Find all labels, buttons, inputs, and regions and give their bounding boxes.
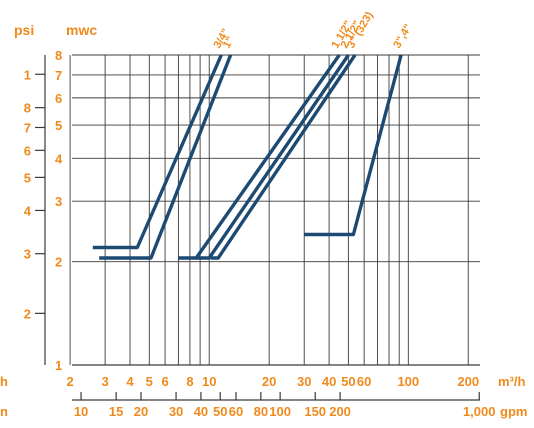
gpm-tick-label: 50 xyxy=(213,404,227,419)
psi-axis-title: psi xyxy=(14,22,34,38)
m3h-axis-title: m³/h xyxy=(498,374,526,389)
series-line xyxy=(210,54,357,260)
gpm-tick-label: 20 xyxy=(134,404,148,419)
gpm-tick-label: 15 xyxy=(109,404,123,419)
mwc-tick-label: 1 xyxy=(55,358,62,373)
gpm-axis-title: gpm xyxy=(500,404,527,419)
series-line xyxy=(195,54,350,260)
mwc-tick-label: 5 xyxy=(55,118,62,133)
m3h-tick-label: 3 xyxy=(102,374,109,389)
psi-tick-label: 3 xyxy=(24,247,31,262)
gpm-tick-label: 10 xyxy=(74,404,88,419)
m3h-tick-label: 40 xyxy=(322,374,336,389)
mwc-tick-label: 4 xyxy=(55,151,63,166)
series-line xyxy=(92,54,223,250)
series-label: 1" xyxy=(221,35,237,51)
psi-tick-label: 5 xyxy=(24,170,31,185)
series-line xyxy=(178,54,341,260)
gpm-tick-label: 40 xyxy=(194,404,208,419)
gpm-tick-label: 200 xyxy=(329,404,351,419)
mwc-tick-label: 6 xyxy=(55,91,62,106)
series-line xyxy=(304,54,403,237)
m3h-tick-label: 5 xyxy=(146,374,153,389)
m3h-tick-label: 2 xyxy=(66,374,73,389)
series-label: 3",4" xyxy=(391,22,414,50)
mwc-tick-label: 7 xyxy=(55,68,62,83)
gpm-tick-label: 100 xyxy=(269,404,291,419)
mwc-tick-label: 3 xyxy=(55,194,62,209)
gpm-tick-label: 1,000 xyxy=(463,404,496,419)
gpm-tick-label: 30 xyxy=(169,404,183,419)
psi-tick-label: 4 xyxy=(24,203,32,218)
m3h-tick-label: 30 xyxy=(297,374,311,389)
gpm-tick-label: 80 xyxy=(254,404,268,419)
mwc-tick-label: 2 xyxy=(55,255,62,270)
psi-tick-label: 2 xyxy=(24,306,31,321)
grid xyxy=(69,54,480,366)
m3h-tick-label: 200 xyxy=(457,374,479,389)
gpm-tick-label: 60 xyxy=(229,404,243,419)
m3h-tick-label: 20 xyxy=(262,374,276,389)
psi-tick-label: 7 xyxy=(24,120,31,135)
mwc-tick-label: 8 xyxy=(55,48,62,63)
psi-tick-label: 1 xyxy=(24,67,31,82)
m3h-tick-label: 50 xyxy=(341,374,355,389)
series-line xyxy=(99,54,233,260)
m3h-tick-label: 4 xyxy=(126,374,134,389)
left-unit-label-n: n xyxy=(0,404,8,419)
m3h-tick-label: 60 xyxy=(357,374,371,389)
mwc-axis-title: mwc xyxy=(66,22,97,38)
m3h-tick-label: 10 xyxy=(202,374,216,389)
m3h-tick-label: 6 xyxy=(161,374,168,389)
psi-tick-label: 6 xyxy=(24,143,31,158)
m3h-tick-label: 100 xyxy=(397,374,419,389)
series-lines: 3/4"1" 1 1/2"2 1/2"3" (323) 3",4" xyxy=(92,10,415,260)
psi-tick-label: 8 xyxy=(24,101,31,116)
gpm-tick-label: 150 xyxy=(304,404,326,419)
left-unit-label-h: h xyxy=(0,374,8,389)
m3h-tick-label: 8 xyxy=(186,374,193,389)
axes xyxy=(35,55,480,401)
